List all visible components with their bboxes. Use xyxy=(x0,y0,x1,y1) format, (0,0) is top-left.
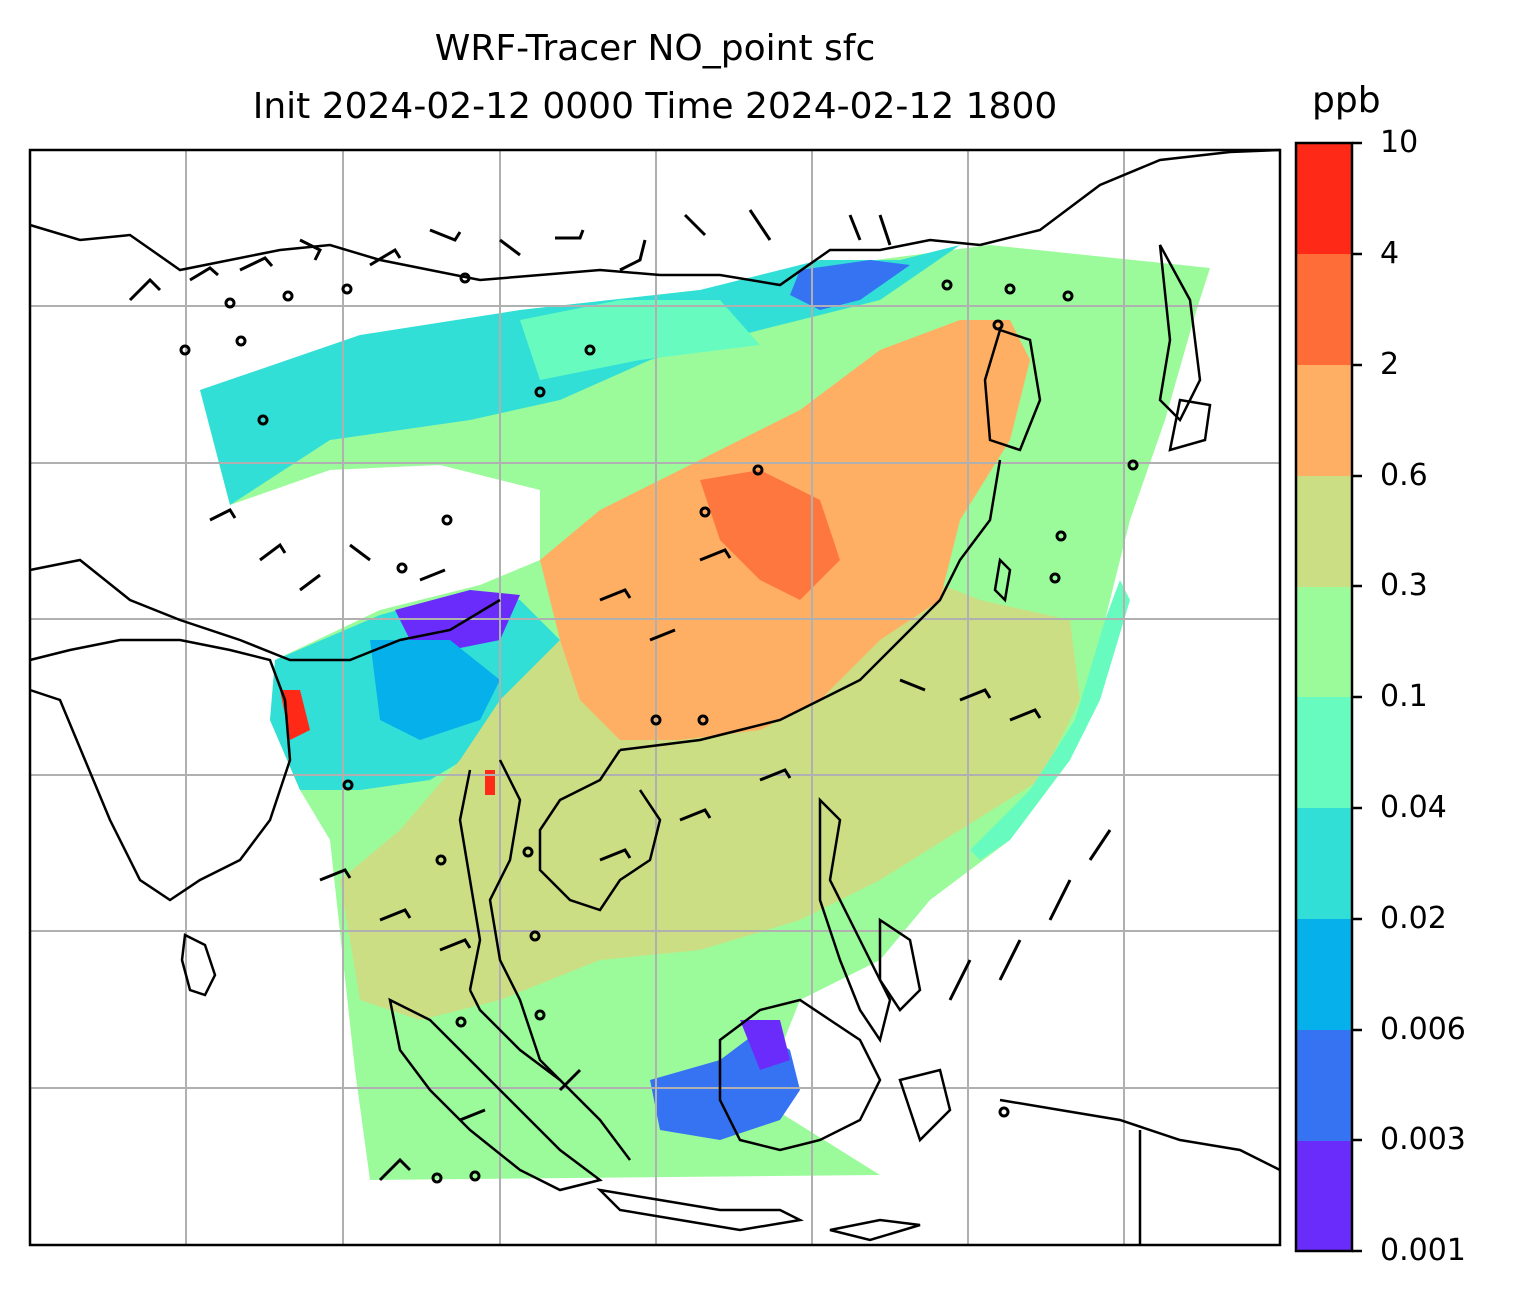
colorbar-bin-7 xyxy=(1296,476,1352,587)
colorbar-bin-6 xyxy=(1296,586,1352,697)
colorbar-bin-5 xyxy=(1296,697,1352,808)
colorbar-bin-10 xyxy=(1296,143,1352,254)
coastlines xyxy=(29,148,1281,1245)
map-frame xyxy=(28,148,1282,1247)
colorbar-tick-label: 4 xyxy=(1380,236,1400,271)
colorbar-tick-label: 0.04 xyxy=(1380,790,1447,825)
map-title-line2: Init 2024-02-12 0000 Time 2024-02-12 180… xyxy=(252,86,1058,127)
colorbar-tick-label: 0.006 xyxy=(1380,1012,1466,1047)
colorbar-tick-label: 0.001 xyxy=(1380,1233,1466,1268)
colorbar-bin-2 xyxy=(1296,1030,1352,1141)
colorbar-unit-label: ppb xyxy=(1312,80,1381,121)
calm-wind-markers xyxy=(179,272,1139,1184)
map-gridlines xyxy=(30,150,1280,1245)
tracer-field xyxy=(200,245,1210,1180)
colorbar-bin-4 xyxy=(1296,808,1352,919)
colorbar-tick-label: 0.1 xyxy=(1380,679,1428,714)
colorbar xyxy=(1294,141,1362,1253)
colorbar-tick-label: 0.3 xyxy=(1380,568,1428,603)
colorbar-tick-label: 0.6 xyxy=(1380,458,1428,493)
wind-barbs xyxy=(128,209,1112,1182)
colorbar-bin-3 xyxy=(1296,919,1352,1030)
colorbar-tick-label: 10 xyxy=(1380,125,1419,160)
colorbar-tick-label: 0.003 xyxy=(1380,1122,1466,1157)
colorbar-tick-label: 0.02 xyxy=(1380,901,1447,936)
colorbar-bin-1 xyxy=(1296,1140,1352,1251)
colorbar-bin-9 xyxy=(1296,254,1352,365)
colorbar-tick-label: 2 xyxy=(1380,347,1400,382)
colorbar-bin-8 xyxy=(1296,365,1352,476)
map-title-line1: WRF-Tracer NO_point sfc xyxy=(434,28,876,69)
